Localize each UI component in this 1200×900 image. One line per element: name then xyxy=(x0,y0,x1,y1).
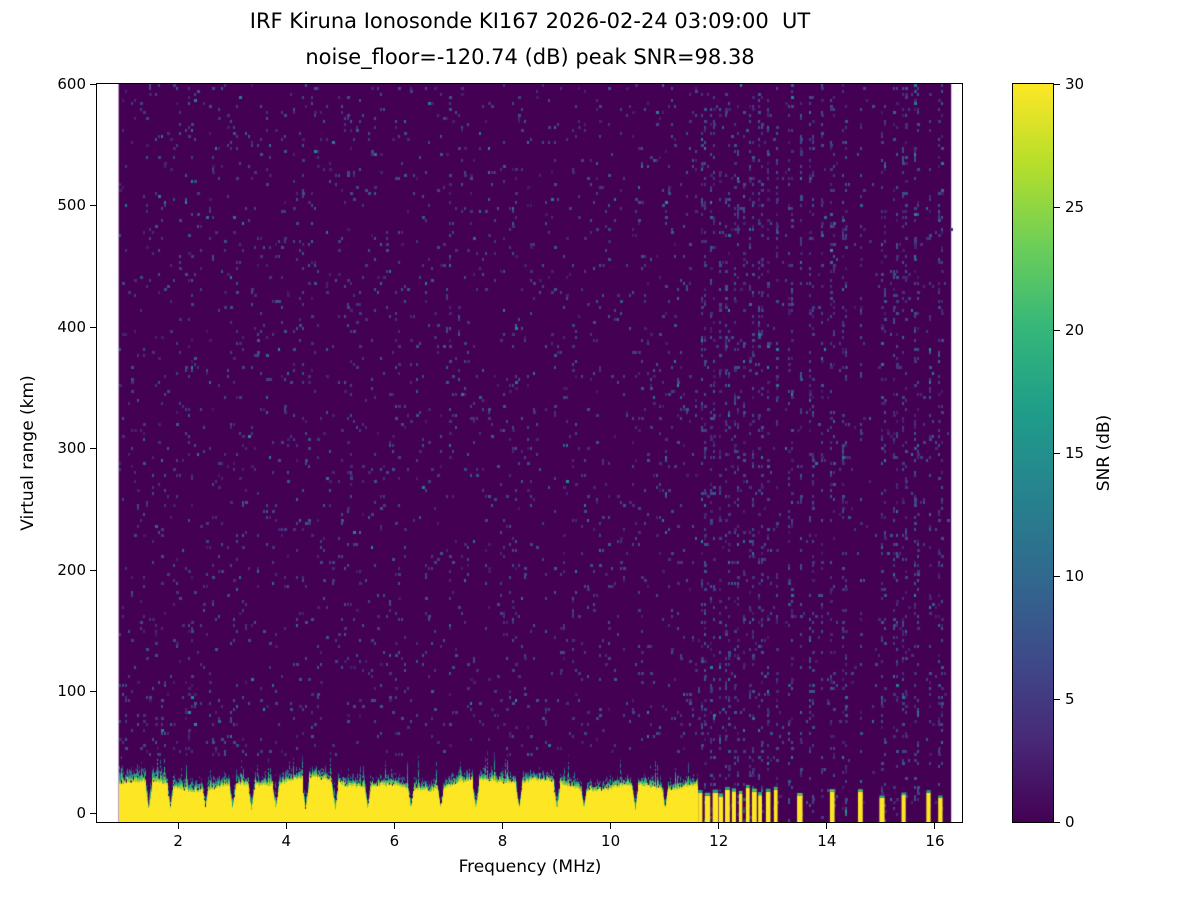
colorbar-tick-label: 15 xyxy=(1065,443,1085,462)
chart-title: IRF Kiruna Ionosonde KI167 2026-02-24 03… xyxy=(249,9,811,33)
y-tick-label: 0 xyxy=(76,803,86,822)
x-tick-mark xyxy=(501,823,503,829)
colorbar-gradient xyxy=(1012,83,1054,823)
x-tick-label: 2 xyxy=(173,832,183,850)
y-tick-mark xyxy=(90,691,96,693)
y-tick-mark xyxy=(90,569,96,571)
x-tick-mark xyxy=(718,823,720,829)
x-tick-mark xyxy=(934,823,936,829)
colorbar-label: SNR (dB) xyxy=(1094,414,1114,492)
y-tick-mark xyxy=(90,205,96,207)
x-tick-label: 8 xyxy=(497,832,508,850)
y-tick-mark xyxy=(90,812,96,814)
y-tick-label: 500 xyxy=(57,196,86,215)
x-tick-label: 10 xyxy=(601,832,621,850)
colorbar-tick-label: 0 xyxy=(1065,812,1075,831)
x-tick-mark xyxy=(610,823,612,829)
ionogram-heatmap xyxy=(97,84,962,822)
x-tick-label: 14 xyxy=(817,832,837,850)
colorbar-tick-mark xyxy=(1054,83,1060,85)
y-tick-mark xyxy=(90,448,96,450)
x-tick-label: 16 xyxy=(925,832,945,850)
colorbar-tick-label: 5 xyxy=(1065,689,1075,708)
colorbar-tick-label: 20 xyxy=(1065,320,1085,339)
colorbar-tick-label: 25 xyxy=(1065,197,1085,216)
colorbar-tick-label: 30 xyxy=(1065,74,1085,93)
y-tick-label: 300 xyxy=(57,439,86,458)
y-tick-label: 400 xyxy=(57,317,86,336)
chart-subtitle: noise_floor=-120.74 (dB) peak SNR=98.38 xyxy=(305,45,755,69)
y-axis-label: Virtual range (km) xyxy=(18,375,38,531)
colorbar-tick-mark xyxy=(1054,329,1060,331)
colorbar-tick-mark xyxy=(1054,206,1060,208)
x-tick-mark xyxy=(285,823,287,829)
x-tick-mark xyxy=(177,823,179,829)
colorbar-tick-mark xyxy=(1054,821,1060,823)
y-tick-label: 100 xyxy=(57,682,86,701)
x-tick-label: 6 xyxy=(389,832,400,850)
y-tick-label: 200 xyxy=(57,560,86,579)
y-tick-mark xyxy=(90,83,96,85)
x-axis-label: Frequency (MHz) xyxy=(458,857,602,877)
colorbar-tick-mark xyxy=(1054,452,1060,454)
colorbar-tick-mark xyxy=(1054,575,1060,577)
x-tick-mark xyxy=(826,823,828,829)
x-tick-label: 12 xyxy=(709,832,729,850)
y-tick-label: 600 xyxy=(57,74,86,93)
y-tick-mark xyxy=(90,326,96,328)
x-tick-label: 4 xyxy=(281,832,291,850)
colorbar-tick-mark xyxy=(1054,698,1060,700)
x-tick-mark xyxy=(393,823,395,829)
colorbar-tick-label: 10 xyxy=(1065,566,1085,585)
